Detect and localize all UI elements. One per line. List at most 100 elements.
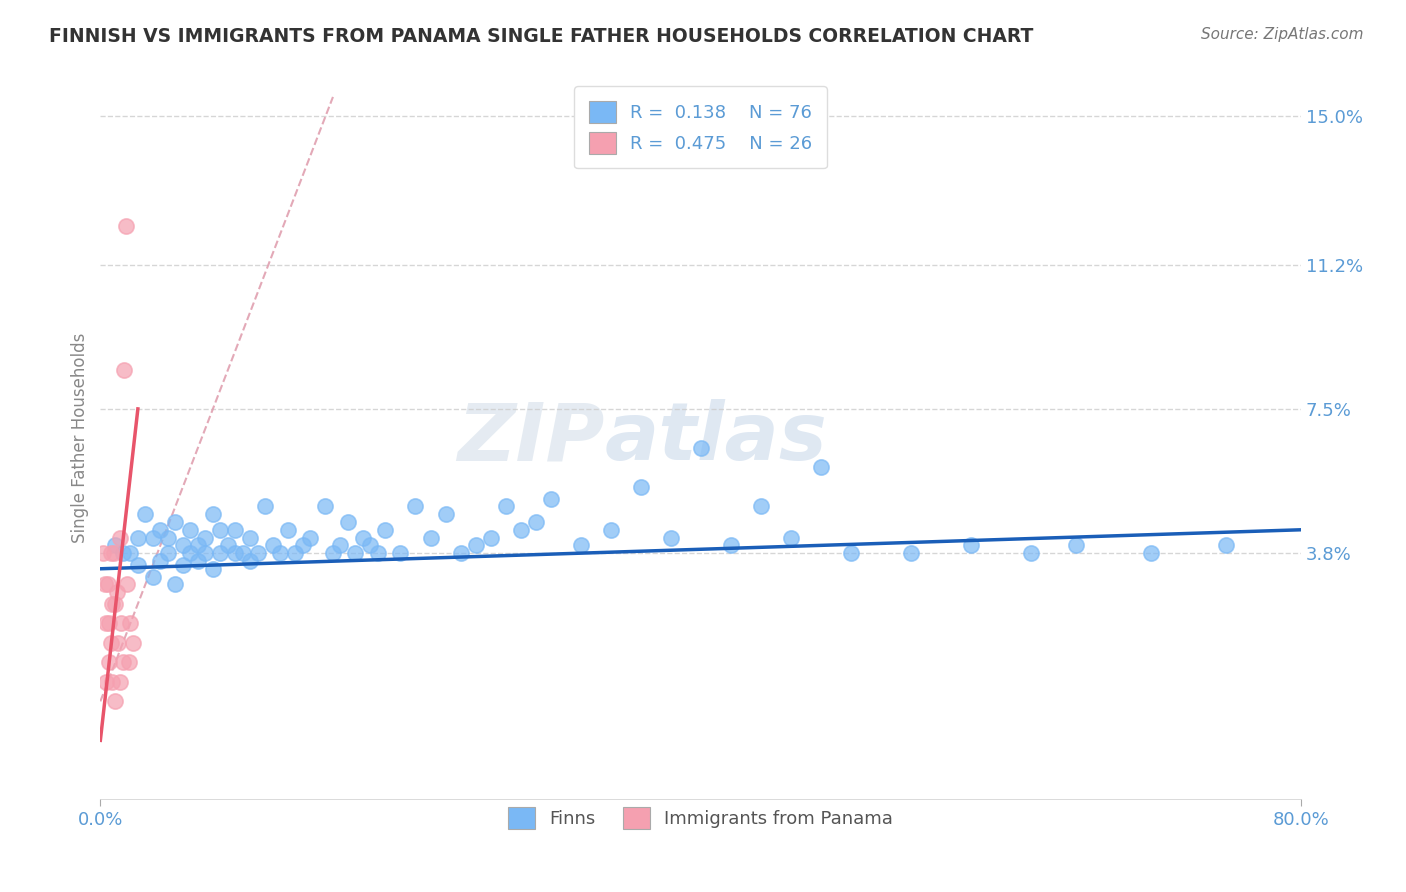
Point (779, 531, 801, 545)
Point (254, 500, 277, 514)
Point (299, 531, 322, 545)
Point (749, 500, 772, 514)
Legend: Finns, Immigrants from Panama: Finns, Immigrants from Panama (494, 793, 908, 844)
Point (599, 523, 621, 537)
Point (142, 569, 165, 583)
Point (344, 546, 367, 560)
Point (689, 441, 711, 455)
Point (100, 546, 122, 560)
Point (117, 577, 139, 591)
Point (367, 546, 389, 560)
Point (120, 546, 142, 560)
Point (201, 507, 224, 521)
Point (127, 531, 149, 545)
Point (172, 558, 194, 572)
Point (98, 656, 121, 670)
Point (122, 636, 145, 650)
Point (540, 491, 562, 506)
Text: Source: ZipAtlas.com: Source: ZipAtlas.com (1201, 27, 1364, 42)
Point (127, 558, 149, 572)
Point (142, 531, 165, 545)
Point (107, 636, 129, 650)
Point (111, 546, 134, 560)
Point (100, 636, 122, 650)
Y-axis label: Single Father Households: Single Father Households (72, 333, 89, 543)
Point (104, 597, 127, 611)
Point (96, 616, 118, 631)
Point (94, 577, 117, 591)
Point (720, 538, 742, 552)
Point (232, 546, 254, 560)
Point (194, 531, 217, 545)
Point (172, 538, 194, 552)
Point (156, 546, 179, 560)
Point (284, 546, 307, 560)
Point (336, 515, 359, 529)
Point (277, 523, 299, 537)
Point (389, 546, 412, 560)
Point (495, 500, 517, 514)
Point (839, 546, 862, 560)
Point (405, 500, 427, 514)
Point (201, 562, 224, 576)
Point (810, 460, 832, 475)
Point (118, 656, 141, 670)
Point (239, 531, 262, 545)
Point (120, 616, 142, 631)
Point (209, 523, 232, 537)
Point (156, 531, 179, 545)
Point (509, 523, 531, 537)
Point (524, 515, 547, 529)
Point (450, 546, 472, 560)
Point (194, 546, 217, 560)
Point (419, 531, 441, 545)
Point (187, 538, 209, 552)
Point (149, 523, 172, 537)
Point (108, 531, 131, 545)
Point (101, 597, 124, 611)
Point (464, 538, 486, 552)
Point (98, 616, 121, 631)
Point (110, 616, 132, 631)
Point (104, 694, 127, 708)
Point (374, 523, 396, 537)
Point (105, 585, 128, 599)
Point (291, 538, 314, 552)
Point (149, 554, 172, 568)
Point (322, 546, 344, 560)
Point (224, 523, 246, 537)
Point (112, 363, 135, 377)
Point (104, 538, 127, 552)
Point (165, 577, 187, 591)
Point (900, 546, 922, 560)
Point (111, 656, 134, 670)
Point (134, 507, 156, 521)
Point (179, 523, 201, 537)
Point (659, 531, 682, 545)
Point (314, 500, 336, 514)
Point (217, 538, 239, 552)
Point (959, 538, 981, 552)
Point (246, 546, 269, 560)
Point (1140, 546, 1163, 560)
Point (224, 546, 246, 560)
Point (359, 538, 381, 552)
Point (1019, 546, 1042, 560)
Point (101, 674, 124, 689)
Point (97, 577, 120, 591)
Point (269, 546, 291, 560)
Point (115, 219, 138, 233)
Point (352, 531, 374, 545)
Text: atlas: atlas (605, 399, 827, 477)
Text: ZIP: ZIP (457, 399, 605, 477)
Text: FINNISH VS IMMIGRANTS FROM PANAMA SINGLE FATHER HOUSEHOLDS CORRELATION CHART: FINNISH VS IMMIGRANTS FROM PANAMA SINGLE… (49, 27, 1033, 45)
Point (103, 546, 125, 560)
Point (96, 674, 118, 689)
Point (434, 507, 457, 521)
Point (1064, 538, 1087, 552)
Point (108, 674, 131, 689)
Point (479, 531, 502, 545)
Point (1215, 538, 1237, 552)
Point (187, 554, 209, 568)
Point (239, 554, 262, 568)
